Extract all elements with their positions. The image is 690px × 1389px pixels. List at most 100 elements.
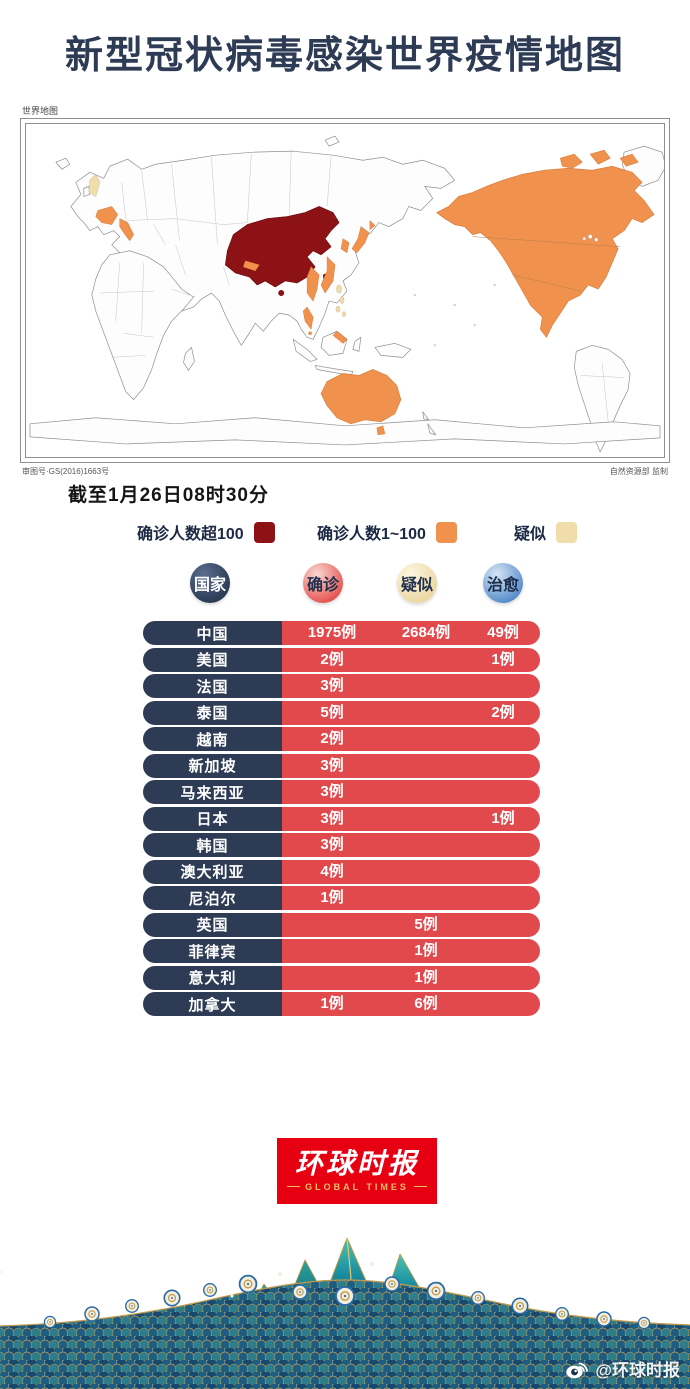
column-header-suspected: 疑似 [397, 563, 437, 603]
values-cell: 2例 [282, 727, 540, 751]
table-row: 新加坡 3例 [143, 753, 540, 778]
map-iceland [55, 157, 71, 170]
legend-item-confirmed-1-100: 确诊人数1~100 [317, 520, 457, 544]
cured-value [466, 886, 540, 910]
table-row: 韩国 3例 [143, 833, 540, 857]
confirmed-value [290, 966, 374, 990]
values-cell: 1例 6例 [282, 992, 540, 1016]
map-france-orange [95, 206, 118, 225]
country-cell: 韩国 [143, 833, 282, 857]
confirmed-value: 5例 [320, 703, 344, 721]
map-ireland [83, 186, 91, 197]
map-north-america-orange [436, 165, 655, 338]
confirmed-value: 2例 [320, 650, 344, 668]
cured-value: 1例 [491, 809, 515, 827]
country-cell: 加拿大 [143, 992, 282, 1016]
table-row: 越南 2例 [143, 727, 540, 751]
map-new-guinea [374, 342, 412, 358]
values-cell: 1例 [282, 886, 540, 910]
suspected-value: 1例 [414, 942, 438, 959]
country-cell: 菲律宾 [143, 939, 282, 963]
map-malaysia-orange [302, 306, 348, 344]
wave-foam-swirls [0, 1262, 651, 1330]
map-italy-orange [119, 218, 134, 241]
cured-value: 2例 [491, 703, 515, 721]
values-cell: 3例 [282, 753, 540, 778]
suspected-value [382, 701, 470, 725]
confirmed-value: 4例 [320, 862, 344, 880]
map-korea-orange [340, 238, 350, 254]
table-row: 加拿大 1例 6例 [143, 992, 540, 1016]
global-times-logo: 环球时报 GLOBAL TIMES [277, 1138, 437, 1204]
world-map-frame [20, 118, 670, 463]
country-cell: 意大利 [143, 965, 282, 990]
table-row: 法国 3例 [143, 674, 540, 698]
column-header-label: 确诊 [306, 577, 339, 594]
table-row: 日本 3例 1例 [143, 806, 540, 831]
suspected-value [382, 648, 470, 672]
map-tasmania-orange [376, 425, 386, 436]
map-approval-number: 审图号·GS(2016)1663号 [22, 467, 110, 476]
watermark-text: @环球时报 [595, 1361, 680, 1380]
suspected-value: 5例 [414, 915, 438, 933]
country-cell: 英国 [143, 912, 282, 937]
values-cell: 4例 [282, 859, 540, 884]
map-arctic-islands-orange [560, 149, 639, 169]
logo-subtitle: GLOBAL TIMES [305, 1181, 409, 1192]
values-cell: 1975例 2684例 49例 [282, 621, 540, 645]
column-header-cured: 治愈 [483, 563, 523, 603]
cured-value [466, 966, 540, 990]
map-japan-orange [351, 220, 376, 254]
confirmed-value: 1975例 [307, 624, 357, 641]
map-philippines-beige [335, 284, 347, 317]
confirmed-value: 3例 [320, 836, 344, 853]
cured-value [466, 727, 540, 751]
logo-english-name: GLOBAL TIMES [287, 1182, 427, 1192]
logo-dash [287, 1186, 301, 1187]
confirmed-value: 1例 [320, 995, 344, 1012]
column-header-label: 国家 [193, 577, 226, 594]
as-of-timestamp: 截至1月26日08时30分 [68, 485, 269, 506]
country-cell: 越南 [143, 727, 282, 751]
column-header-label: 治愈 [486, 577, 519, 594]
table-row: 尼泊尔 1例 [143, 886, 540, 910]
country-cell: 泰国 [143, 700, 282, 725]
country-cell: 新加坡 [143, 753, 282, 778]
suspected-value: 1例 [414, 968, 438, 986]
legend-label: 确诊人数超100 [137, 526, 244, 543]
suspected-value: 6例 [414, 995, 438, 1012]
map-antarctica [29, 417, 661, 446]
confirmed-value: 2例 [320, 730, 344, 747]
legend-swatch-dark-red [253, 521, 275, 543]
map-hainan-dark-red [278, 289, 285, 297]
map-svalbard [324, 135, 340, 147]
map-madagascar [183, 346, 195, 371]
values-cell: 2例 1例 [282, 647, 540, 672]
table-row: 美国 2例 1例 [143, 647, 540, 672]
cured-value [466, 754, 540, 778]
suspected-value [382, 727, 470, 751]
map-vietnam-orange [320, 256, 336, 294]
confirmed-value: 3例 [320, 756, 344, 774]
values-cell: 5例 [282, 912, 540, 937]
country-cell: 尼泊尔 [143, 886, 282, 910]
country-cell: 美国 [143, 647, 282, 672]
country-cell: 日本 [143, 806, 282, 831]
suspected-value [382, 860, 470, 884]
table-row: 意大利 1例 [143, 965, 540, 990]
map-new-zealand [422, 411, 437, 436]
cured-value [466, 780, 540, 804]
logo-chinese-name: 环球时报 [294, 1148, 419, 1180]
table-row: 中国 1975例 2684例 49例 [143, 621, 540, 645]
suspected-value: 2684例 [401, 624, 451, 641]
confirmed-value: 3例 [320, 809, 344, 827]
world-choropleth-map [26, 124, 664, 457]
values-cell: 3例 [282, 674, 540, 698]
values-cell: 3例 1例 [282, 806, 540, 831]
confirmed-value: 3例 [320, 783, 344, 800]
cured-value [466, 860, 540, 884]
page-title: 新型冠状病毒感染世界疫情地图 [64, 35, 625, 77]
table-row: 澳大利亚 4例 [143, 859, 540, 884]
values-cell: 5例 2例 [282, 700, 540, 725]
